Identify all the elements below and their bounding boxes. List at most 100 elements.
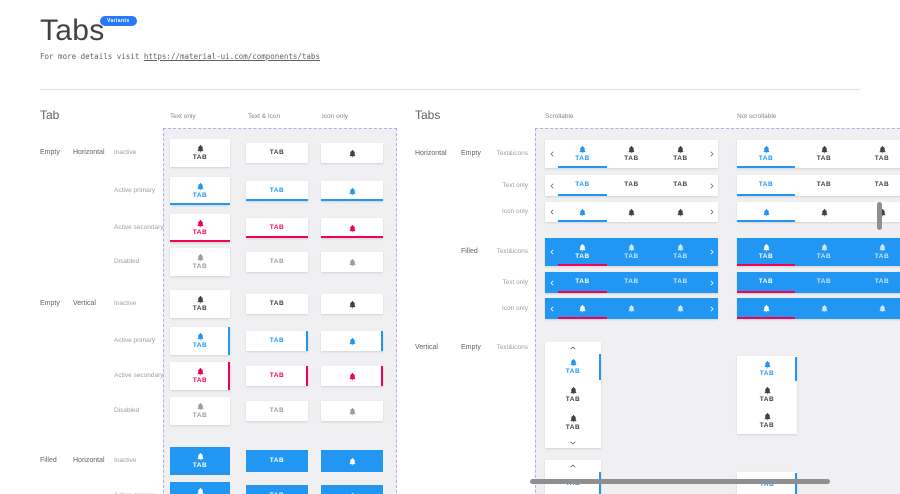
tab[interactable]: TAB bbox=[545, 409, 601, 437]
chevron-right-icon[interactable] bbox=[705, 175, 718, 196]
tab-cell[interactable]: TAB bbox=[246, 485, 308, 494]
tab[interactable]: TAB bbox=[737, 140, 795, 168]
tab-cell[interactable]: TAB bbox=[170, 248, 230, 276]
tab-cell[interactable]: TAB bbox=[170, 447, 230, 475]
tab[interactable] bbox=[656, 202, 705, 222]
tab[interactable]: TAB bbox=[737, 382, 797, 408]
tab-cell[interactable]: TAB bbox=[246, 294, 308, 314]
scrollable-vertical-tab-strip[interactable]: TAB TAB TAB bbox=[545, 342, 601, 448]
not-scrollable-tab-bar[interactable]: TAB TAB TAB bbox=[737, 175, 900, 196]
not-scrollable-filled-tab-bar[interactable]: TAB TAB TAB bbox=[737, 272, 900, 293]
vertical-scrollbar-thumb[interactable] bbox=[877, 202, 882, 230]
tab[interactable]: TAB bbox=[795, 238, 853, 266]
scrollable-tab-bar[interactable]: TAB TAB TAB bbox=[545, 140, 718, 168]
tab[interactable]: TAB bbox=[853, 175, 900, 196]
tab-cell[interactable]: TAB bbox=[170, 362, 230, 390]
chevron-down-icon[interactable] bbox=[545, 437, 601, 448]
tab[interactable] bbox=[795, 298, 853, 319]
scrollable-filled-tab-bar[interactable]: TAB TAB TAB bbox=[545, 238, 718, 266]
tab-cell[interactable] bbox=[321, 331, 383, 351]
tab-cell[interactable]: TAB bbox=[246, 331, 308, 351]
tab-cell[interactable]: TAB bbox=[246, 252, 308, 272]
chevron-left-icon[interactable] bbox=[545, 298, 558, 319]
tab-cell[interactable]: TAB bbox=[170, 327, 230, 355]
tab-cell[interactable] bbox=[321, 366, 383, 386]
tab[interactable] bbox=[607, 298, 656, 319]
tab[interactable]: TAB bbox=[607, 140, 656, 168]
not-scrollable-vertical-tab-strip[interactable]: TAB TAB TAB bbox=[737, 356, 797, 434]
tab[interactable]: TAB bbox=[737, 356, 797, 382]
tab[interactable]: TAB bbox=[607, 175, 656, 196]
tab-cell[interactable] bbox=[321, 294, 383, 314]
tab-cell[interactable]: TAB bbox=[246, 401, 308, 421]
tab[interactable]: TAB bbox=[607, 272, 656, 293]
tab-cell[interactable] bbox=[321, 143, 383, 163]
tab-cell[interactable] bbox=[321, 181, 383, 201]
chevron-right-icon[interactable] bbox=[705, 272, 718, 293]
tab[interactable]: TAB bbox=[737, 272, 795, 293]
chevron-left-icon[interactable] bbox=[545, 202, 558, 222]
scrollable-tab-bar[interactable] bbox=[545, 202, 718, 222]
tab-cell[interactable] bbox=[321, 401, 383, 421]
tab[interactable]: TAB bbox=[656, 238, 705, 266]
tab[interactable] bbox=[558, 298, 607, 319]
tab[interactable] bbox=[737, 202, 795, 222]
tab-cell[interactable] bbox=[321, 450, 383, 472]
tab[interactable]: TAB bbox=[795, 140, 853, 168]
chevron-left-icon[interactable] bbox=[545, 238, 558, 266]
chevron-right-icon[interactable] bbox=[705, 202, 718, 222]
tab-cell[interactable]: TAB bbox=[246, 218, 308, 238]
tab[interactable] bbox=[853, 298, 900, 319]
scrollable-filled-tab-bar[interactable] bbox=[545, 298, 718, 319]
scrollable-filled-tab-bar[interactable]: TAB TAB TAB bbox=[545, 272, 718, 293]
tab-cell[interactable] bbox=[321, 218, 383, 238]
tab[interactable]: TAB bbox=[558, 140, 607, 168]
tab[interactable]: TAB bbox=[656, 175, 705, 196]
tab[interactable]: TAB bbox=[656, 140, 705, 168]
tab[interactable]: TAB bbox=[607, 238, 656, 266]
scrollable-vertical-tab-strip[interactable]: TAB bbox=[545, 460, 601, 494]
chevron-left-icon[interactable] bbox=[545, 272, 558, 293]
tab-cell[interactable] bbox=[321, 485, 383, 494]
chevron-right-icon[interactable] bbox=[705, 238, 718, 266]
tab-cell[interactable]: TAB bbox=[170, 482, 230, 494]
tab[interactable]: TAB bbox=[795, 175, 853, 196]
tab[interactable]: TAB bbox=[558, 272, 607, 293]
tab[interactable]: TAB bbox=[558, 238, 607, 266]
tab[interactable]: TAB bbox=[853, 140, 900, 168]
chevron-left-icon[interactable] bbox=[545, 175, 558, 196]
not-scrollable-filled-tab-bar[interactable] bbox=[737, 298, 900, 319]
chevron-right-icon[interactable] bbox=[705, 298, 718, 319]
tab[interactable]: TAB bbox=[737, 175, 795, 196]
tab[interactable]: TAB bbox=[737, 408, 797, 434]
not-scrollable-filled-tab-bar[interactable]: TAB TAB TAB bbox=[737, 238, 900, 266]
not-scrollable-tab-bar[interactable]: TAB TAB TAB bbox=[737, 140, 900, 168]
tab[interactable] bbox=[737, 298, 795, 319]
tab[interactable]: TAB bbox=[558, 175, 607, 196]
tab-cell[interactable]: TAB bbox=[246, 181, 308, 201]
tab-cell[interactable]: TAB bbox=[170, 177, 230, 205]
scrollable-tab-bar[interactable]: TAB TAB TAB bbox=[545, 175, 718, 196]
tab[interactable]: TAB bbox=[656, 272, 705, 293]
not-scrollable-tab-bar[interactable] bbox=[737, 202, 900, 222]
chevron-left-icon[interactable] bbox=[545, 140, 558, 168]
tab-cell[interactable]: TAB bbox=[246, 366, 308, 386]
tab[interactable] bbox=[558, 202, 607, 222]
tab-cell[interactable]: TAB bbox=[246, 143, 308, 163]
tab-cell[interactable]: TAB bbox=[170, 214, 230, 242]
tab-cell[interactable]: TAB bbox=[170, 290, 230, 318]
chevron-right-icon[interactable] bbox=[705, 140, 718, 168]
tab-cell[interactable] bbox=[321, 252, 383, 272]
horizontal-scrollbar-thumb[interactable] bbox=[530, 479, 830, 484]
tab[interactable] bbox=[795, 202, 853, 222]
tab[interactable] bbox=[607, 202, 656, 222]
tab[interactable]: TAB bbox=[795, 272, 853, 293]
tab-cell[interactable]: TAB bbox=[246, 450, 308, 472]
tab-cell[interactable]: TAB bbox=[170, 139, 230, 167]
tab[interactable]: TAB bbox=[545, 381, 601, 409]
tab[interactable]: TAB bbox=[545, 353, 601, 381]
tab[interactable]: TAB bbox=[853, 272, 900, 293]
chevron-up-icon[interactable] bbox=[545, 342, 601, 353]
tab[interactable] bbox=[656, 298, 705, 319]
docs-link[interactable]: https://material-ui.com/components/tabs bbox=[143, 52, 320, 61]
